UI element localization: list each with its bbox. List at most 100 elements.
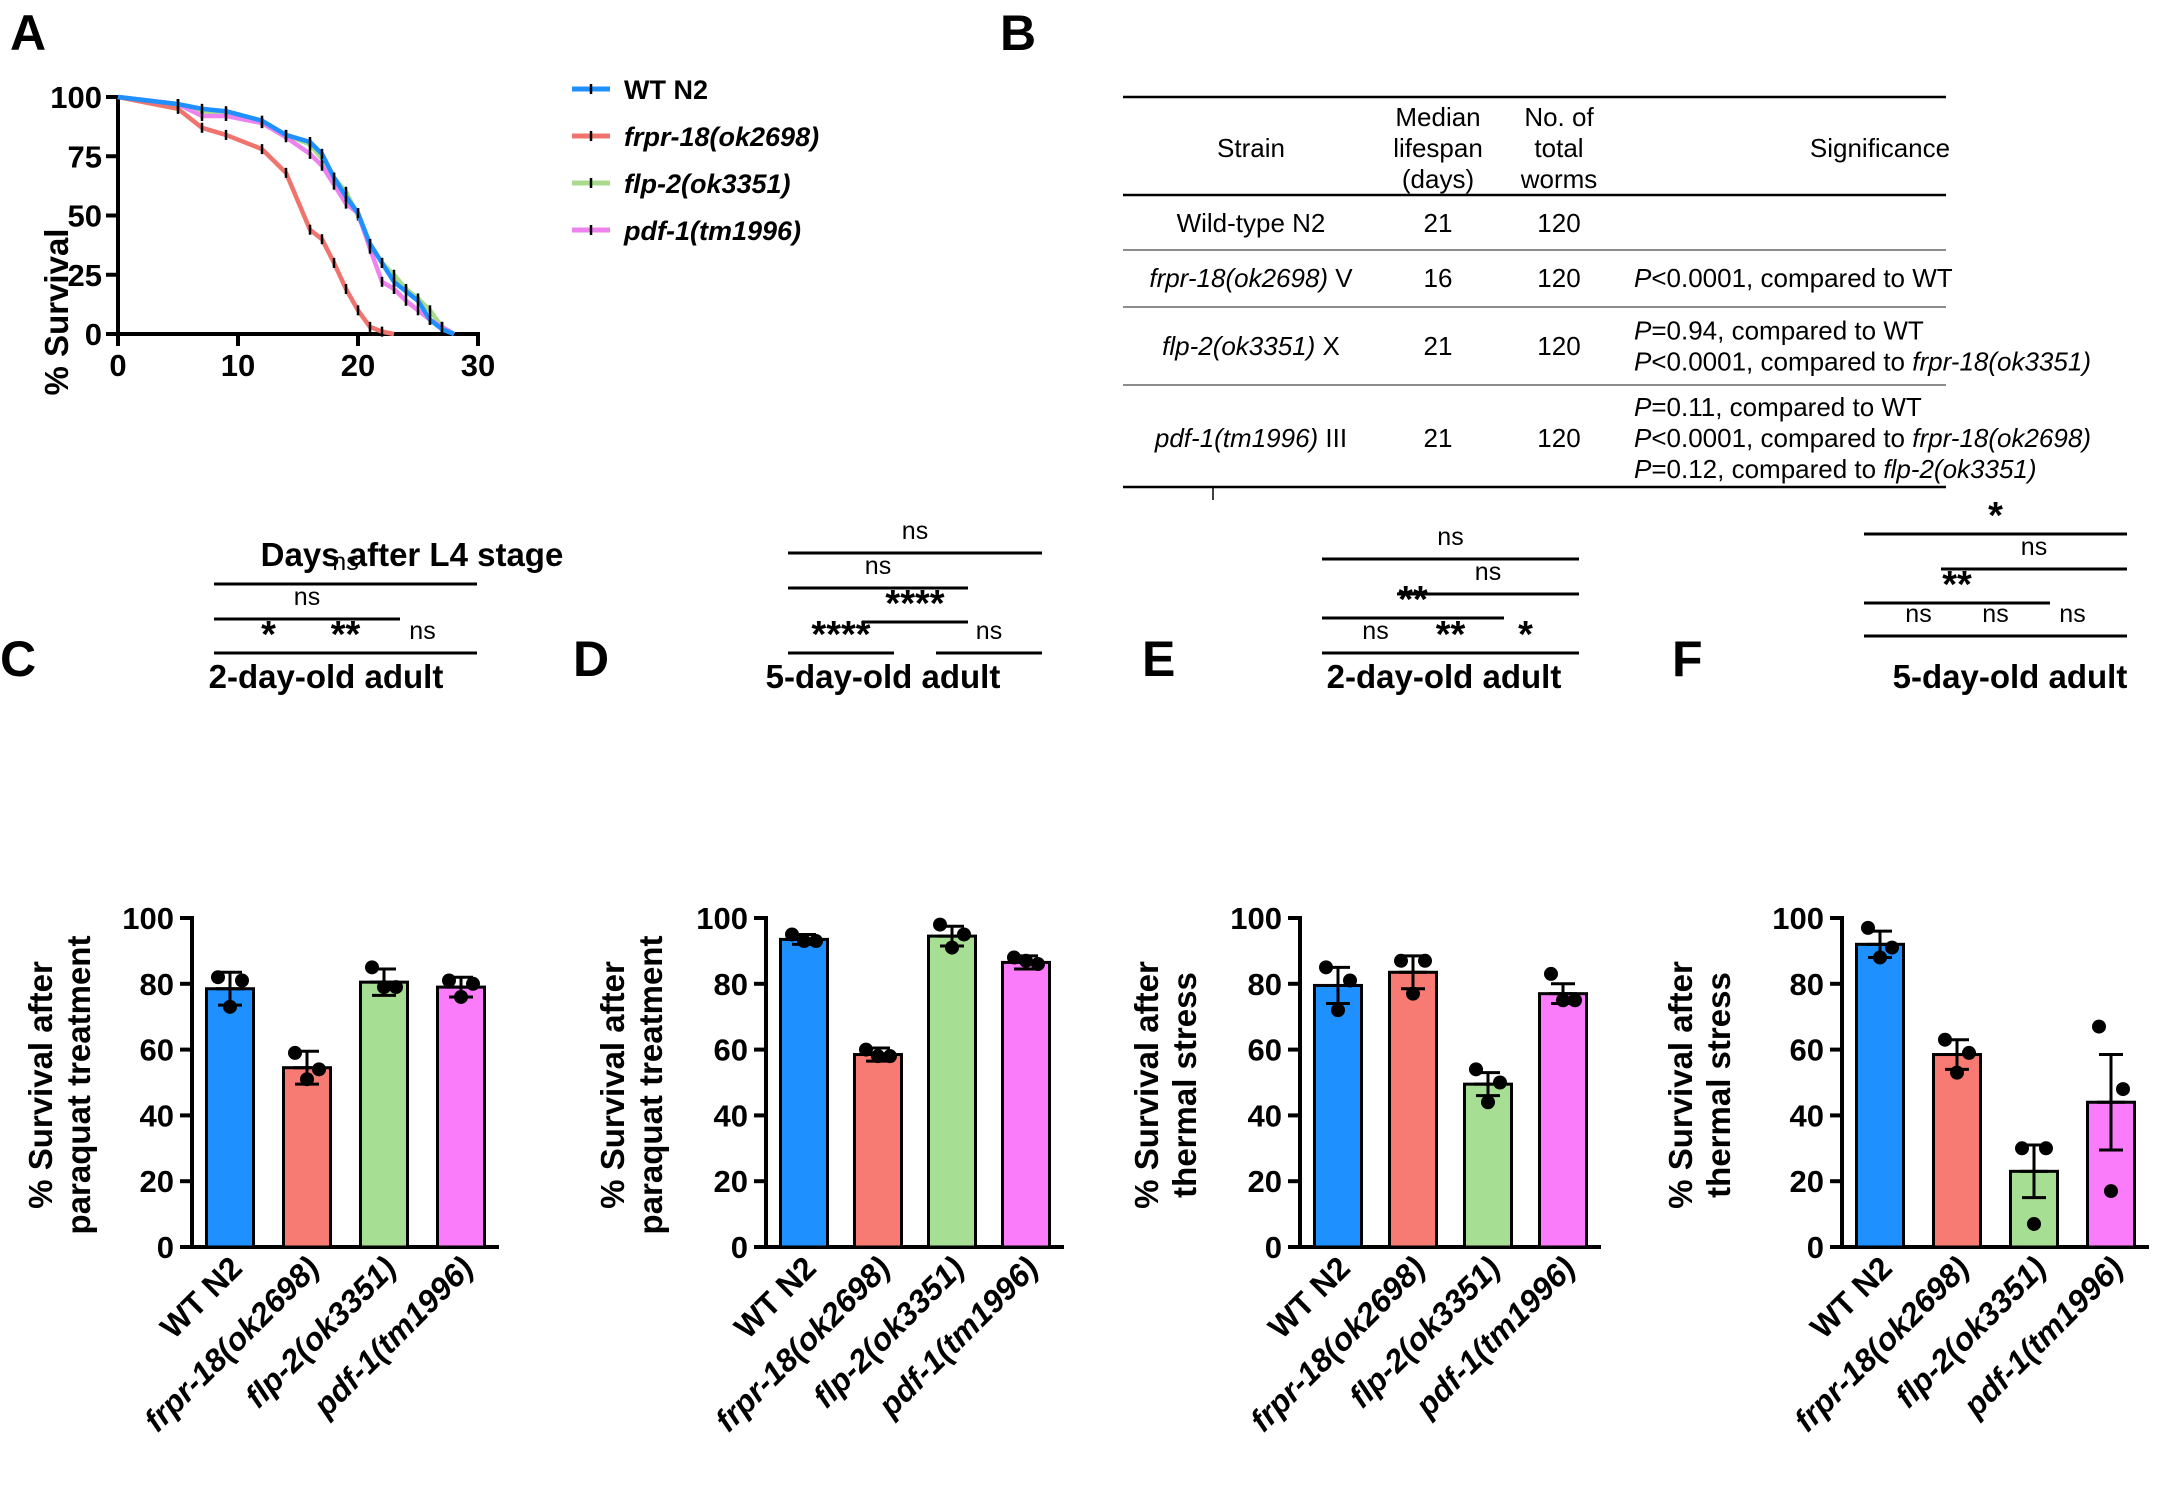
bar-f-bar-wt-n2 xyxy=(1855,942,1905,1249)
bar-d-data-point xyxy=(1019,953,1033,968)
bar-e-y-tick-label: 80 xyxy=(1248,967,1282,1002)
bar-c-data-point xyxy=(300,1072,314,1087)
bar-d-title: 5-day-old adult xyxy=(766,658,1001,695)
bar-c-data-point xyxy=(466,976,480,991)
bar-c-y-tick-label: 80 xyxy=(140,967,174,1002)
bar-e-y-tick-label: 40 xyxy=(1248,1098,1282,1133)
table-cell-total-worms: 120 xyxy=(1537,331,1580,361)
bar-d-data-point xyxy=(1007,950,1021,965)
bar-d-bar-frpr-18-ok2698 xyxy=(853,1053,903,1249)
bar-e-data-point xyxy=(1418,953,1432,968)
bar-f-title: 5-day-old adult xyxy=(1893,658,2128,695)
bar-e-data-point xyxy=(1319,960,1333,975)
bar-c-bar-frpr-18-ok2698 xyxy=(282,1066,332,1249)
table-header-median-lifespan-days: Median xyxy=(1395,102,1480,132)
panel-label-c: C xyxy=(0,631,36,687)
bar-c-y-tick-label: 20 xyxy=(140,1164,174,1199)
bar-f-y-tick-label: 100 xyxy=(1772,901,1824,936)
bar-d-data-point xyxy=(1031,957,1045,972)
table-cell-significance-part-2: frpr-18(ok2698) xyxy=(1912,423,2091,453)
legend-label-wt-n2: WT N2 xyxy=(624,75,708,105)
panel-label-f: F xyxy=(1672,631,1703,687)
bar-e-data-point xyxy=(1493,1075,1507,1090)
table-header-significance: Significance xyxy=(1810,133,1950,163)
bar-c-sig-label: ** xyxy=(331,614,361,656)
survival-x-axis-label: Days after L4 stage xyxy=(261,536,564,573)
bar-c-y-tick-label: 40 xyxy=(140,1098,174,1133)
bar-e-data-point xyxy=(1481,1095,1495,1110)
panel-label-d: D xyxy=(573,631,609,687)
bar-e-title: 2-day-old adult xyxy=(1327,658,1562,695)
bar-e-bar-frpr-18-ok2698 xyxy=(1388,970,1438,1249)
table-header-median-lifespan-days: lifespan xyxy=(1393,133,1483,163)
table-cell-significance-part-0: P xyxy=(1634,454,1652,484)
bar-d-data-point xyxy=(933,917,947,932)
bar-f-y-tick-label: 80 xyxy=(1790,967,1824,1002)
table-cell-significance: P=0.11, compared to WT xyxy=(1634,392,1922,422)
table-cell-strain-part-0: Wild-type N2 xyxy=(1177,208,1326,238)
table-cell-significance-part-1: <0.0001, compared to xyxy=(1651,347,1912,377)
bar-f-data-point xyxy=(2116,1082,2130,1097)
table-header-no-of-total-worms: total xyxy=(1534,133,1583,163)
bar-c-data-point xyxy=(454,989,468,1004)
bar-c-bar-pdf-1-tm1996 xyxy=(436,985,486,1249)
bar-e-y-tick-label: 20 xyxy=(1248,1164,1282,1199)
bar-e-data-point xyxy=(1343,973,1357,988)
survival-y-tick-label: 50 xyxy=(68,199,102,234)
bar-f-data-point xyxy=(2092,1019,2106,1034)
bar-f-ylabel-line2: thermal stress xyxy=(1700,972,1737,1198)
panel-label-b: B xyxy=(1000,5,1036,61)
table-header-no-of-total-worms: worms xyxy=(1520,164,1598,194)
survival-legend: WT N2 frpr-18(ok2698) flp-2(ok3351) pdf-1(t… xyxy=(572,75,819,246)
bar-f-data-point xyxy=(1861,920,1875,935)
table-cell-significance: P=0.12, compared to flp-2(ok3351) xyxy=(1634,454,2037,484)
bar-c-sig-label: ns xyxy=(409,617,435,645)
bar-e-data-point xyxy=(1331,1003,1345,1018)
bar-d-bar-wt-n2 xyxy=(779,937,829,1249)
survival-line-frpr-18-ok2698 xyxy=(117,94,395,337)
bar-e-sig-label: ns xyxy=(1475,558,1501,586)
table-cell-strain-part-0: flp-2(ok3351) xyxy=(1162,331,1315,361)
table-cell-significance: P<0.0001, compared to frpr-18(ok3351) xyxy=(1634,347,2091,377)
bar-d-data-point xyxy=(871,1049,885,1064)
table-cell-strain: frpr-18(ok2698) V xyxy=(1149,263,1353,293)
table-cell-strain: pdf-1(tm1996) III xyxy=(1154,423,1347,453)
bar-d-y-tick-label: 20 xyxy=(714,1164,748,1199)
table-cell-strain-part-1: V xyxy=(1328,263,1353,293)
bar-e-y-tick-label: 100 xyxy=(1230,901,1282,936)
table-cell-total-worms: 120 xyxy=(1537,263,1580,293)
bar-f-sig-label: ns xyxy=(2059,600,2085,628)
table-cell-significance-part-1: =0.12, compared to xyxy=(1651,454,1883,484)
table-cell-strain-part-0: frpr-18(ok2698) xyxy=(1149,263,1328,293)
bar-d-sig-label: ns xyxy=(865,552,891,580)
bar-f-data-point xyxy=(1938,1032,1952,1047)
bar-c-data-point xyxy=(235,973,249,988)
survival-y-tick-label: 75 xyxy=(68,139,102,174)
table-cell-significance-part-1: =0.11, compared to WT xyxy=(1651,392,1922,422)
survival-x-tick-label: 10 xyxy=(221,348,255,383)
table-cell-strain: Wild-type N2 xyxy=(1177,208,1326,238)
bar-c-sig-label: * xyxy=(261,614,276,656)
bar-d-data-point xyxy=(859,1042,873,1057)
table-cell-total-worms: 120 xyxy=(1537,423,1580,453)
bar-c-y-tick-label: 60 xyxy=(140,1033,174,1068)
bar-f-sig-label: ns xyxy=(2021,533,2047,561)
bar-c-bar-flp-2-ok3351 xyxy=(359,980,409,1249)
bar-f-sig-label: ns xyxy=(1982,600,2008,628)
table-header-strain: Strain xyxy=(1217,133,1285,163)
bar-e-bar-flp-2-ok3351 xyxy=(1463,1082,1513,1249)
table-cell-significance-part-2: flp-2(ok3351) xyxy=(1883,454,2036,484)
survival-x-tick-label: 20 xyxy=(341,348,375,383)
bar-e-data-point xyxy=(1568,993,1582,1008)
bar-d-data-point xyxy=(809,934,823,949)
table-cell-strain-part-1: X xyxy=(1315,331,1340,361)
table-cell-strain: flp-2(ok3351) X xyxy=(1162,331,1340,361)
survival-y-tick-label: 100 xyxy=(50,80,102,115)
bar-c-title: 2-day-old adult xyxy=(209,658,444,695)
bar-e-data-point xyxy=(1469,1062,1483,1077)
bar-d-y-tick-label: 0 xyxy=(731,1230,748,1265)
table-cell-significance: P=0.94, compared to WT xyxy=(1634,316,1924,346)
table-cell-significance-part-0: P xyxy=(1634,423,1652,453)
bar-f-data-point xyxy=(2039,1141,2053,1156)
